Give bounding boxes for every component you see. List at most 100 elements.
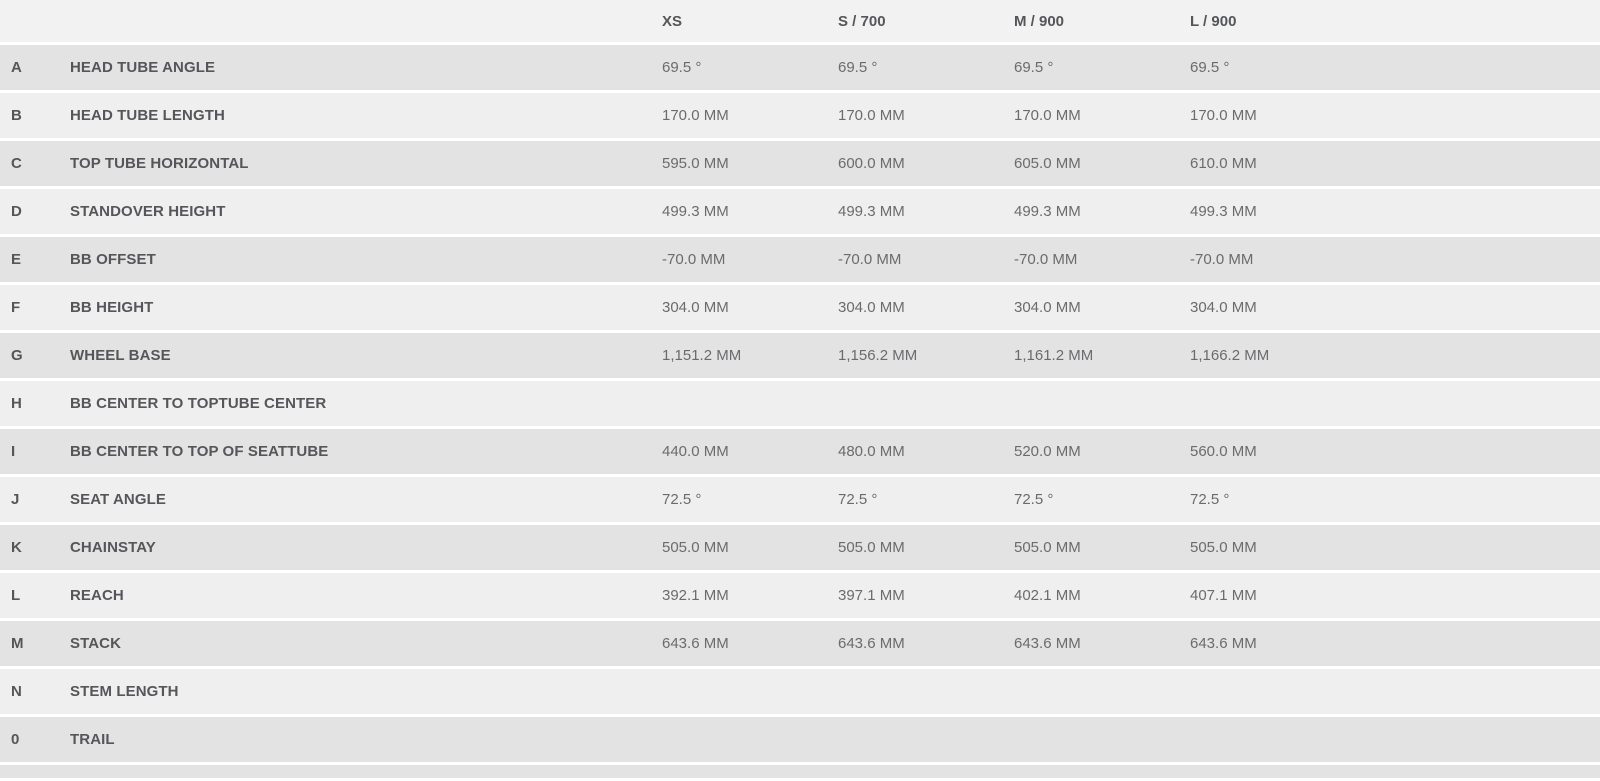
size-column-header-s: S / 700 — [838, 12, 886, 30]
row-value: 1,161.2 MM — [1014, 347, 1094, 364]
row-label: BB HEIGHT — [70, 299, 154, 316]
row-value: 505.0 MM — [1014, 539, 1081, 556]
row-letter: J — [11, 491, 20, 508]
row-value: 440.0 MM — [662, 443, 729, 460]
row-letter: H — [11, 395, 22, 412]
row-value: 72.5 ° — [1014, 491, 1054, 508]
row-value: 499.3 MM — [1190, 203, 1257, 220]
row-letter: D — [11, 203, 22, 220]
table-row-reach: L REACH 392.1 MM 397.1 MM 402.1 MM 407.1… — [0, 573, 1600, 618]
row-label: STEM LENGTH — [70, 683, 179, 700]
row-label: SEAT ANGLE — [70, 491, 167, 508]
row-value: 520.0 MM — [1014, 443, 1081, 460]
row-letter: K — [11, 539, 22, 556]
row-letter: 0 — [11, 731, 20, 748]
table-row-stack: M STACK 643.6 MM 643.6 MM 643.6 MM 643.6… — [0, 621, 1600, 666]
row-label: WHEEL BASE — [70, 347, 171, 364]
row-value: -70.0 MM — [662, 251, 726, 268]
table-row-seat-angle: J SEAT ANGLE 72.5 ° 72.5 ° 72.5 ° 72.5 ° — [0, 477, 1600, 522]
row-letter: N — [11, 683, 22, 700]
row-value: 595.0 MM — [662, 155, 729, 172]
row-letter: C — [11, 155, 22, 172]
row-label: HEAD TUBE LENGTH — [70, 107, 225, 124]
row-value: 170.0 MM — [662, 107, 729, 124]
row-value: 170.0 MM — [1190, 107, 1257, 124]
row-value: 304.0 MM — [1190, 299, 1257, 316]
row-value: 1,156.2 MM — [838, 347, 918, 364]
row-value: 304.0 MM — [838, 299, 905, 316]
table-header-row: XS S / 700 M / 900 L / 900 — [0, 0, 1600, 42]
table-row-chainstay: K CHAINSTAY 505.0 MM 505.0 MM 505.0 MM 5… — [0, 525, 1600, 570]
row-value: 170.0 MM — [838, 107, 905, 124]
row-value: -70.0 MM — [1190, 251, 1254, 268]
row-value: 72.5 ° — [838, 491, 878, 508]
size-column-header-xs: XS — [662, 12, 683, 30]
row-label: CHAINSTAY — [70, 539, 156, 556]
row-value: 643.6 MM — [662, 635, 729, 652]
table-bottom-partial-row — [0, 765, 1600, 778]
row-label: BB CENTER TO TOP OF SEATTUBE — [70, 443, 329, 460]
row-value: 499.3 MM — [1014, 203, 1081, 220]
row-value: 600.0 MM — [838, 155, 905, 172]
table-row-bb-offset: E BB OFFSET -70.0 MM -70.0 MM -70.0 MM -… — [0, 237, 1600, 282]
row-value: 499.3 MM — [662, 203, 729, 220]
row-value: 643.6 MM — [838, 635, 905, 652]
row-letter: F — [11, 299, 21, 316]
row-value: 72.5 ° — [1190, 491, 1230, 508]
row-value: 505.0 MM — [838, 539, 905, 556]
row-label: STACK — [70, 635, 122, 652]
row-label: HEAD TUBE ANGLE — [70, 59, 216, 76]
row-label: STANDOVER HEIGHT — [70, 203, 226, 220]
table-row-head-tube-length: B HEAD TUBE LENGTH 170.0 MM 170.0 MM 170… — [0, 93, 1600, 138]
table-row-wheel-base: G WHEEL BASE 1,151.2 MM 1,156.2 MM 1,161… — [0, 333, 1600, 378]
row-value: -70.0 MM — [1014, 251, 1078, 268]
row-value: 1,166.2 MM — [1190, 347, 1270, 364]
row-value: 560.0 MM — [1190, 443, 1257, 460]
row-value: 69.5 ° — [838, 59, 878, 76]
row-letter: B — [11, 107, 22, 124]
row-letter: G — [11, 347, 23, 364]
table-row-top-tube-horizontal: C TOP TUBE HORIZONTAL 595.0 MM 600.0 MM … — [0, 141, 1600, 186]
row-value: 407.1 MM — [1190, 587, 1257, 604]
row-value: 610.0 MM — [1190, 155, 1257, 172]
row-value: 304.0 MM — [1014, 299, 1081, 316]
table-row-trail: 0 TRAIL — [0, 717, 1600, 762]
row-label: TRAIL — [70, 731, 115, 748]
size-column-header-l: L / 900 — [1190, 12, 1237, 30]
table-row-standover-height: D STANDOVER HEIGHT 499.3 MM 499.3 MM 499… — [0, 189, 1600, 234]
row-value: 69.5 ° — [662, 59, 702, 76]
row-value: 643.6 MM — [1014, 635, 1081, 652]
row-value: 397.1 MM — [838, 587, 905, 604]
row-letter: M — [11, 635, 24, 652]
row-value: -70.0 MM — [838, 251, 902, 268]
row-letter: E — [11, 251, 22, 268]
row-label: BB CENTER TO TOPTUBE CENTER — [70, 395, 327, 412]
row-value: 72.5 ° — [662, 491, 702, 508]
row-letter: A — [11, 59, 22, 76]
row-value: 499.3 MM — [838, 203, 905, 220]
row-label: REACH — [70, 587, 124, 604]
row-value: 480.0 MM — [838, 443, 905, 460]
row-value: 505.0 MM — [662, 539, 729, 556]
row-value: 402.1 MM — [1014, 587, 1081, 604]
row-value: 643.6 MM — [1190, 635, 1257, 652]
row-value: 1,151.2 MM — [662, 347, 742, 364]
row-label: BB OFFSET — [70, 251, 156, 268]
table-row-bb-height: F BB HEIGHT 304.0 MM 304.0 MM 304.0 MM 3… — [0, 285, 1600, 330]
table-row-head-tube-angle: A HEAD TUBE ANGLE 69.5 ° 69.5 ° 69.5 ° 6… — [0, 45, 1600, 90]
table-row-stem-length: N STEM LENGTH — [0, 669, 1600, 714]
row-value: 69.5 ° — [1190, 59, 1230, 76]
table-row-bb-center-to-toptube-center: H BB CENTER TO TOPTUBE CENTER — [0, 381, 1600, 426]
row-value: 69.5 ° — [1014, 59, 1054, 76]
row-value: 170.0 MM — [1014, 107, 1081, 124]
row-letter: L — [11, 587, 21, 604]
size-column-header-m: M / 900 — [1014, 12, 1065, 30]
row-value: 304.0 MM — [662, 299, 729, 316]
row-label: TOP TUBE HORIZONTAL — [70, 155, 249, 172]
row-value: 392.1 MM — [662, 587, 729, 604]
row-letter: I — [11, 443, 16, 460]
row-value: 605.0 MM — [1014, 155, 1081, 172]
row-value: 505.0 MM — [1190, 539, 1257, 556]
